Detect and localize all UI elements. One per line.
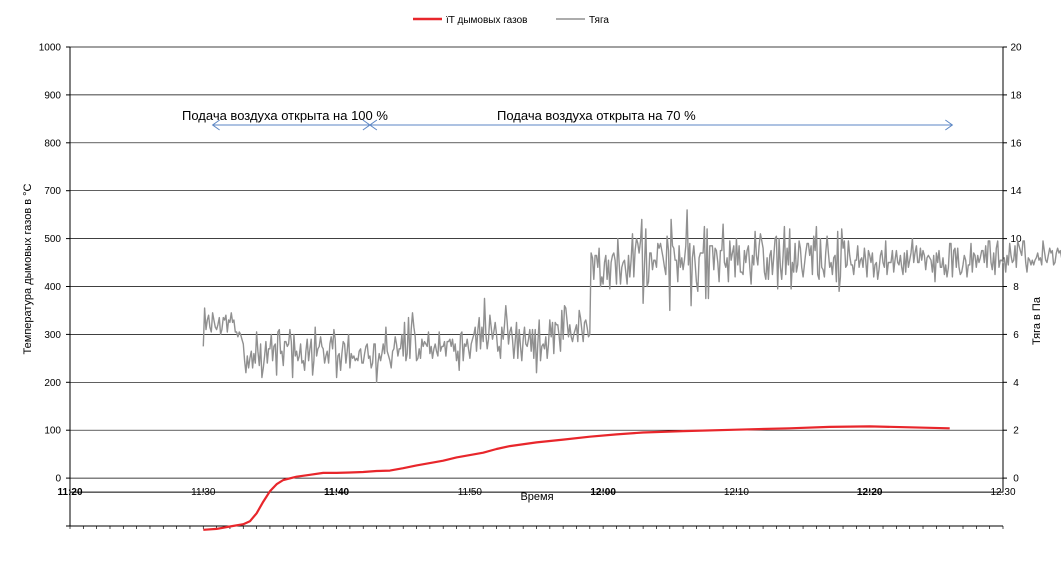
y-tick-label-left: 100 [44, 426, 61, 437]
gridlines [70, 46, 1003, 479]
y-tick-label-right: 18 [1010, 90, 1022, 101]
y-tick-label-left: 900 [44, 90, 61, 101]
series-line-draft [202, 209, 1061, 383]
annotation-text: Подача воздуха открыта на 70 % [497, 108, 696, 123]
y-tick-label-right: 0 [1013, 474, 1019, 485]
x-tick-label: 11:20 [57, 487, 82, 498]
y-tick-label-right: 4 [1013, 378, 1019, 389]
legend-label: ïT дымовых газов [446, 15, 527, 26]
x-tick-label: 11:50 [458, 487, 483, 498]
y-axis-label-right: Тяга в Па [1031, 296, 1043, 345]
legend: ïT дымовых газов Тяга [413, 15, 609, 26]
series-lines [202, 209, 1061, 531]
y-tick-label-left: 200 [44, 378, 61, 389]
x-tick-label: 12:20 [857, 487, 883, 498]
arrowhead-left [369, 119, 378, 131]
y-tick-label-left: 700 [44, 186, 61, 197]
y-tick-label-right: 20 [1010, 43, 1022, 54]
annotations: Подача воздуха открыта на 100 % Подача во… [182, 108, 954, 131]
x-axis-label: Время [520, 491, 553, 503]
x-tick-label: 11:30 [191, 487, 216, 498]
plot-frame [66, 46, 1007, 529]
y-tick-label-left: 500 [44, 234, 61, 245]
arrowhead-right [945, 119, 954, 131]
x-tick-label: 12:10 [724, 487, 749, 498]
x-axis-ticks: 11:20 11:30 11:40 11:50 12:00 12:10 12:20 12:30 [57, 487, 1015, 498]
y-tick-label-right: 8 [1013, 282, 1019, 293]
x-tick-label: 12:00 [590, 487, 616, 498]
y-axis-label-left: Температура дымовых газов в °C [22, 183, 34, 354]
y-tick-label-right: 16 [1010, 138, 1022, 149]
y-tick-label-left: 300 [44, 330, 61, 341]
legend-label: Тяга [589, 15, 609, 26]
y-tick-label-right: 14 [1010, 186, 1022, 197]
y-tick-label-right: 6 [1013, 330, 1019, 341]
y-tick-label-left: 400 [44, 282, 61, 293]
arrowhead-left [211, 119, 220, 131]
series-line-temperature [203, 425, 950, 531]
y-tick-label-left: 1000 [39, 43, 62, 54]
annotation-text: Подача воздуха открыта на 100 % [182, 108, 388, 123]
y-tick-label-left: 800 [44, 138, 61, 149]
x-tick-label: 12:30 [990, 487, 1015, 498]
y-tick-label-left: 0 [55, 474, 61, 485]
x-tick-label: 11:40 [324, 487, 349, 498]
y-tick-label-right: 2 [1013, 426, 1019, 437]
y-tick-label-right: 10 [1010, 234, 1022, 245]
